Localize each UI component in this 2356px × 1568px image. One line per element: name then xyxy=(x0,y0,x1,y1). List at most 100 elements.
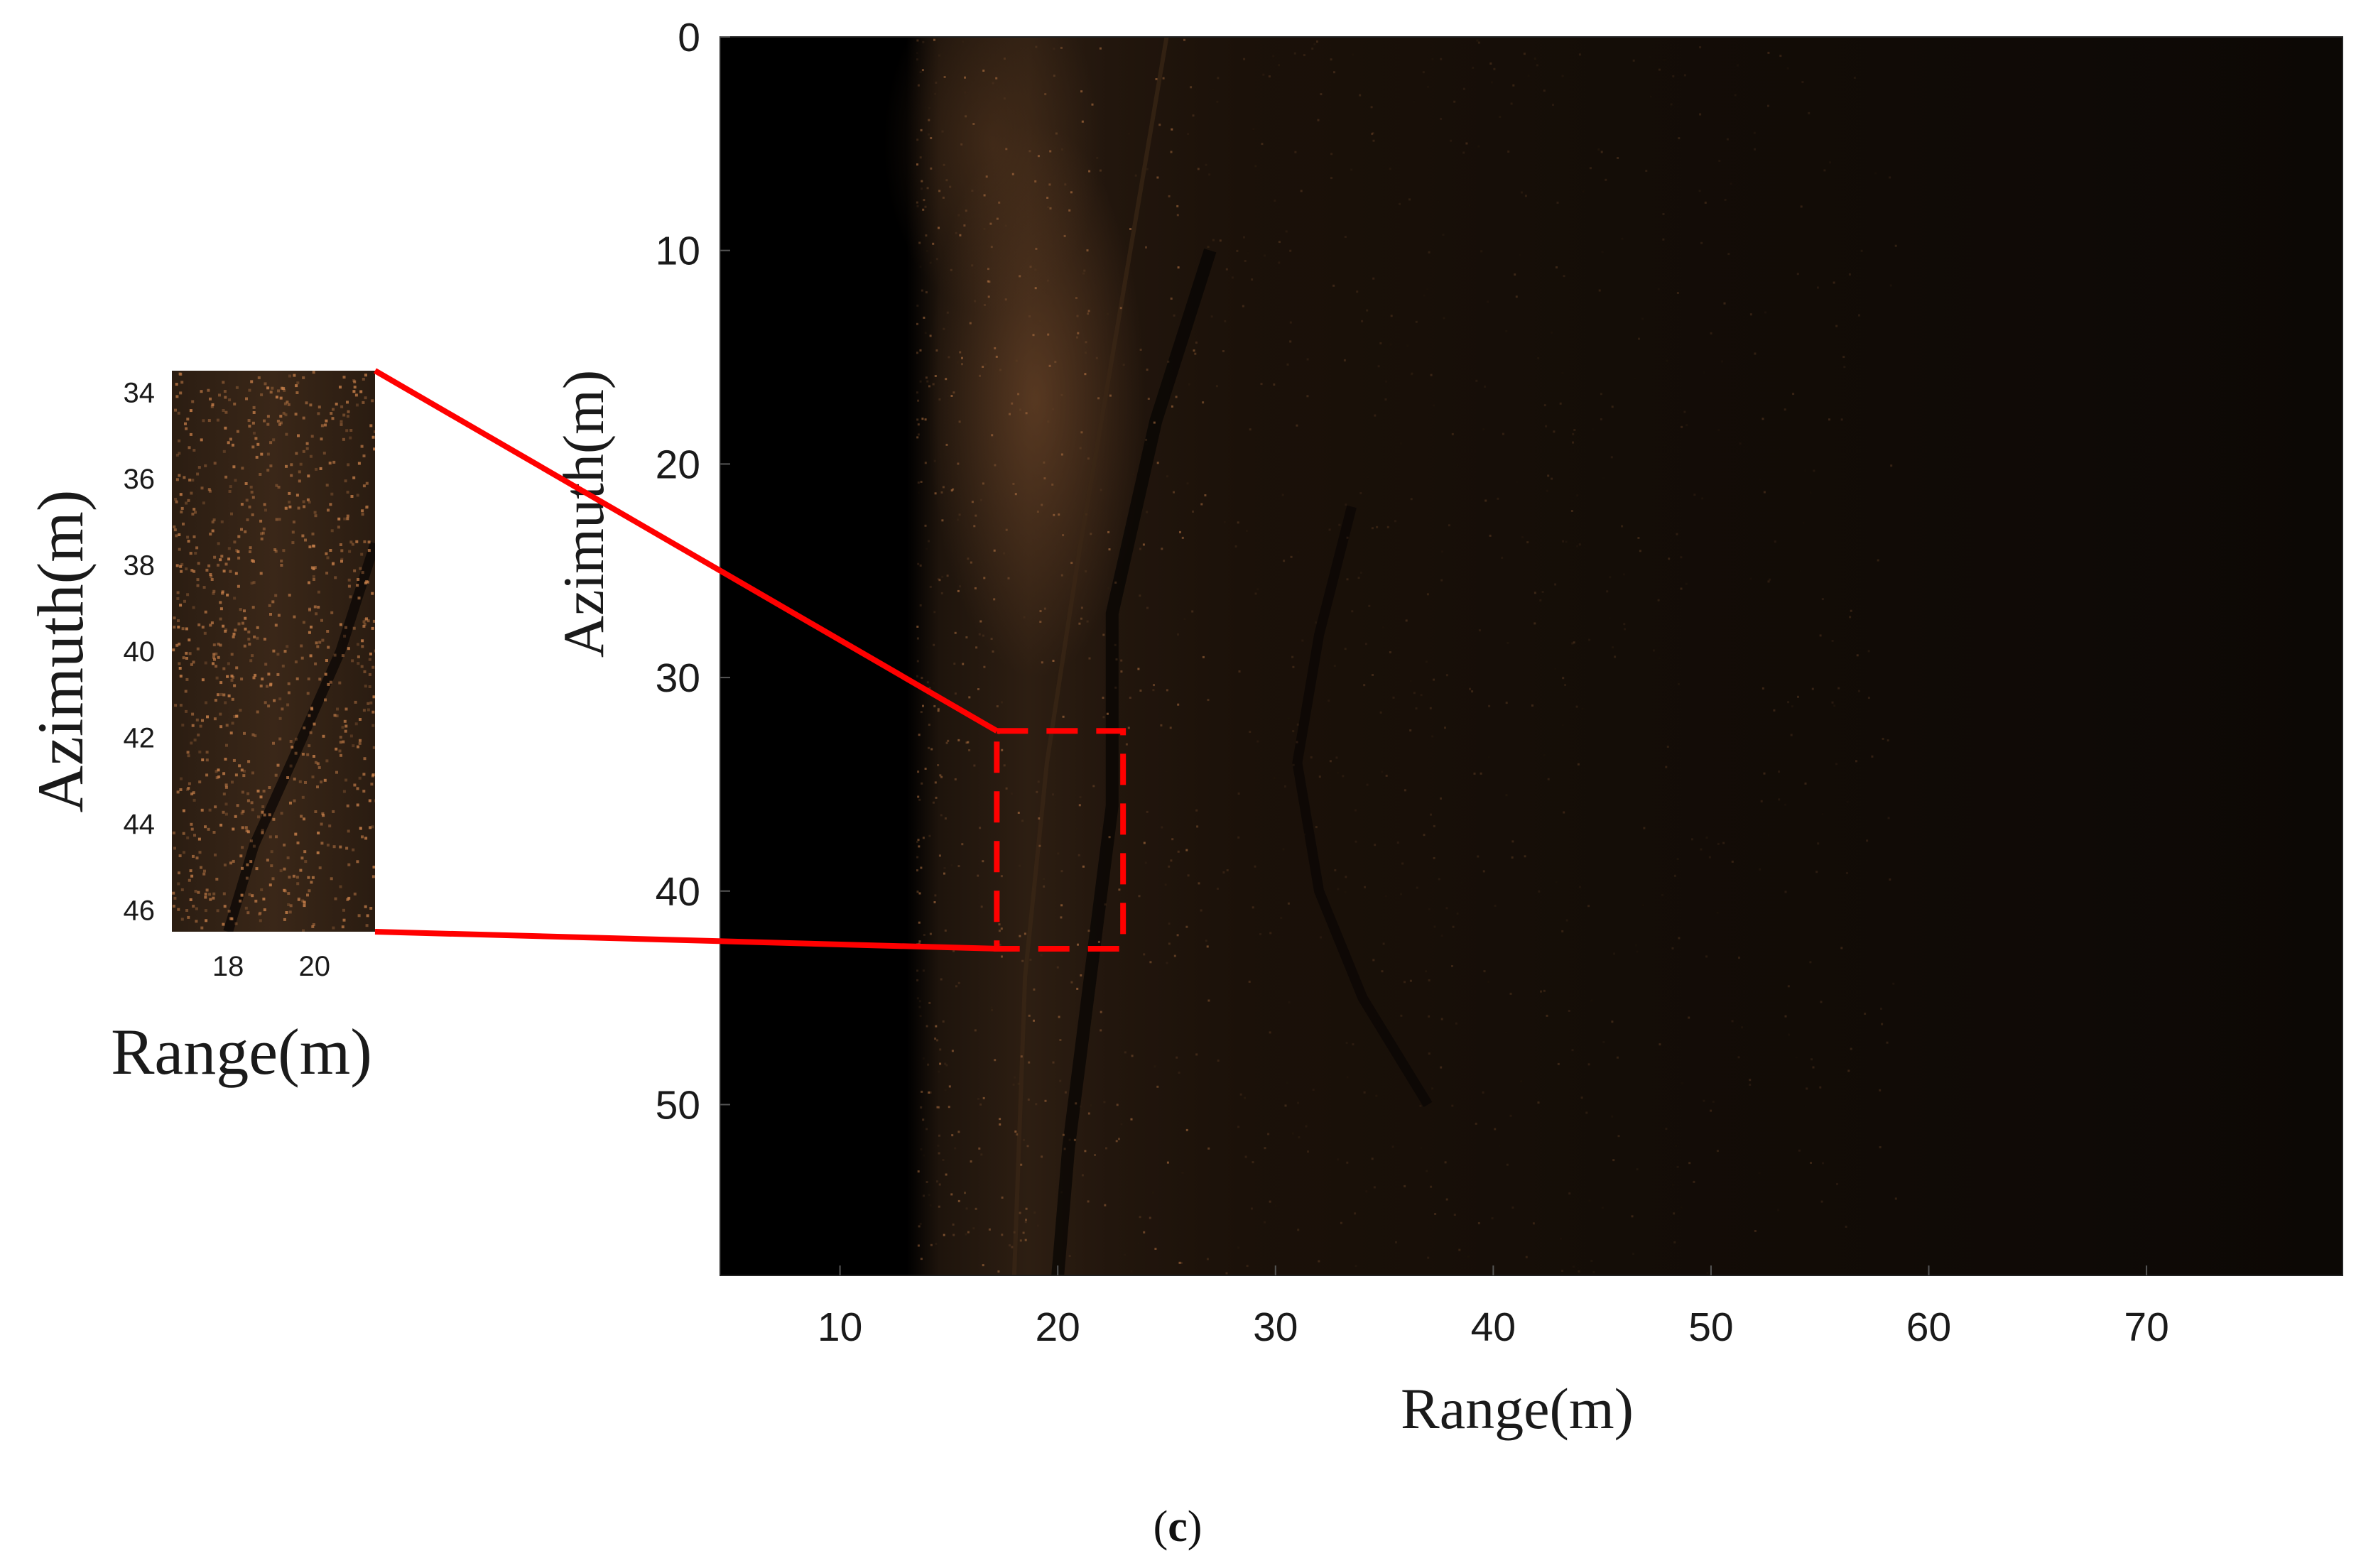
speckle-dot xyxy=(270,850,273,854)
speckle-dot xyxy=(319,467,322,470)
speckle-dot xyxy=(335,403,338,405)
speckle-dot xyxy=(1722,842,1725,844)
speckle-dot xyxy=(978,633,981,636)
speckle-dot xyxy=(266,423,270,426)
speckle-dot xyxy=(1143,842,1146,844)
speckle-dot xyxy=(349,436,352,440)
speckle-dot xyxy=(1278,261,1281,264)
speckle-dot xyxy=(323,778,327,782)
speckle-dot xyxy=(227,694,231,697)
speckle-dot xyxy=(1193,349,1195,352)
speckle-dot xyxy=(1243,236,1245,239)
main-x-axis-label: Range(m) xyxy=(1401,1376,1634,1441)
speckle-dot xyxy=(938,398,941,401)
speckle-dot xyxy=(1185,849,1188,851)
speckle-dot xyxy=(1281,494,1284,496)
speckle-dot xyxy=(1192,510,1194,513)
speckle-dot xyxy=(1515,295,1518,298)
speckle-dot xyxy=(371,825,374,829)
speckle-dot xyxy=(1252,128,1254,130)
speckle-dot xyxy=(982,482,984,485)
main-image-texture xyxy=(883,37,1897,1275)
speckle-dot xyxy=(1335,443,1337,445)
speckle-dot xyxy=(320,780,323,784)
speckle-dot xyxy=(326,844,330,846)
speckle-dot xyxy=(1611,1020,1614,1023)
speckle-dot xyxy=(292,874,295,878)
speckle-dot xyxy=(249,546,252,550)
speckle-dot xyxy=(327,646,330,649)
speckle-dot xyxy=(363,540,367,543)
speckle-dot xyxy=(928,687,931,690)
speckle-dot xyxy=(929,334,932,337)
speckle-dot xyxy=(1778,798,1781,801)
speckle-dot xyxy=(357,643,359,646)
speckle-dot xyxy=(1431,735,1434,738)
speckle-dot xyxy=(245,499,249,502)
speckle-dot xyxy=(257,376,261,379)
speckle-dot xyxy=(1889,161,1891,163)
speckle-dot xyxy=(235,386,239,389)
speckle-dot xyxy=(1015,359,1018,362)
speckle-dot xyxy=(1294,151,1297,153)
speckle-dot xyxy=(995,355,998,358)
speckle-dot xyxy=(1170,859,1173,862)
speckle-dot xyxy=(200,808,204,812)
speckle-dot xyxy=(1769,578,1771,581)
speckle-dot xyxy=(994,464,997,467)
speckle-dot xyxy=(1712,1100,1715,1103)
speckle-dot xyxy=(1452,925,1455,928)
speckle-dot xyxy=(212,896,215,900)
speckle-dot xyxy=(932,383,935,386)
speckle-dot xyxy=(1202,401,1205,404)
speckle-dot xyxy=(1183,618,1185,620)
speckle-dot xyxy=(207,827,210,831)
speckle-dot xyxy=(1385,895,1387,897)
speckle-dot xyxy=(1791,705,1793,708)
speckle-dot xyxy=(1286,363,1289,366)
speckle-dot xyxy=(212,518,216,522)
speckle-dot xyxy=(1609,617,1611,619)
speckle-dot xyxy=(965,115,967,118)
speckle-dot xyxy=(267,673,271,676)
speckle-dot xyxy=(945,179,948,182)
speckle-dot xyxy=(1708,856,1711,859)
speckle-dot xyxy=(1394,520,1396,523)
speckle-dot xyxy=(1787,985,1790,988)
speckle-dot xyxy=(313,605,317,609)
speckle-dot xyxy=(222,810,225,814)
speckle-dot xyxy=(1731,860,1734,863)
speckle-dot xyxy=(1095,881,1097,883)
speckle-dot xyxy=(1188,383,1190,386)
speckle-dot xyxy=(1634,378,1636,380)
speckle-dot xyxy=(1845,1225,1847,1228)
speckle-dot xyxy=(256,710,259,714)
speckle-dot xyxy=(1426,1170,1428,1172)
speckle-dot xyxy=(210,405,214,408)
speckle-dot xyxy=(926,187,929,190)
speckle-dot xyxy=(1419,1104,1422,1107)
speckle-dot xyxy=(1183,38,1185,41)
speckle-dot xyxy=(1000,927,1003,930)
speckle-dot xyxy=(352,626,356,630)
speckle-dot xyxy=(300,856,304,860)
speckle-dot xyxy=(1778,771,1780,773)
speckle-dot xyxy=(1296,723,1299,726)
speckle-dot xyxy=(1676,292,1679,294)
speckle-dot xyxy=(1319,621,1321,624)
speckle-dot xyxy=(237,622,241,626)
speckle-dot xyxy=(1287,902,1290,905)
speckle-dot xyxy=(181,627,185,631)
speckle-dot xyxy=(180,506,184,510)
speckle-dot xyxy=(1264,1221,1266,1224)
speckle-dot xyxy=(1565,540,1568,543)
speckle-dot xyxy=(1475,1122,1477,1125)
speckle-dot xyxy=(1129,697,1131,699)
speckle-dot xyxy=(956,518,959,521)
speckle-dot xyxy=(279,869,283,873)
speckle-dot xyxy=(1499,116,1502,118)
speckle-dot xyxy=(174,408,177,412)
speckle-dot xyxy=(232,443,234,447)
speckle-dot xyxy=(346,415,349,418)
speckle-dot xyxy=(1107,530,1110,533)
